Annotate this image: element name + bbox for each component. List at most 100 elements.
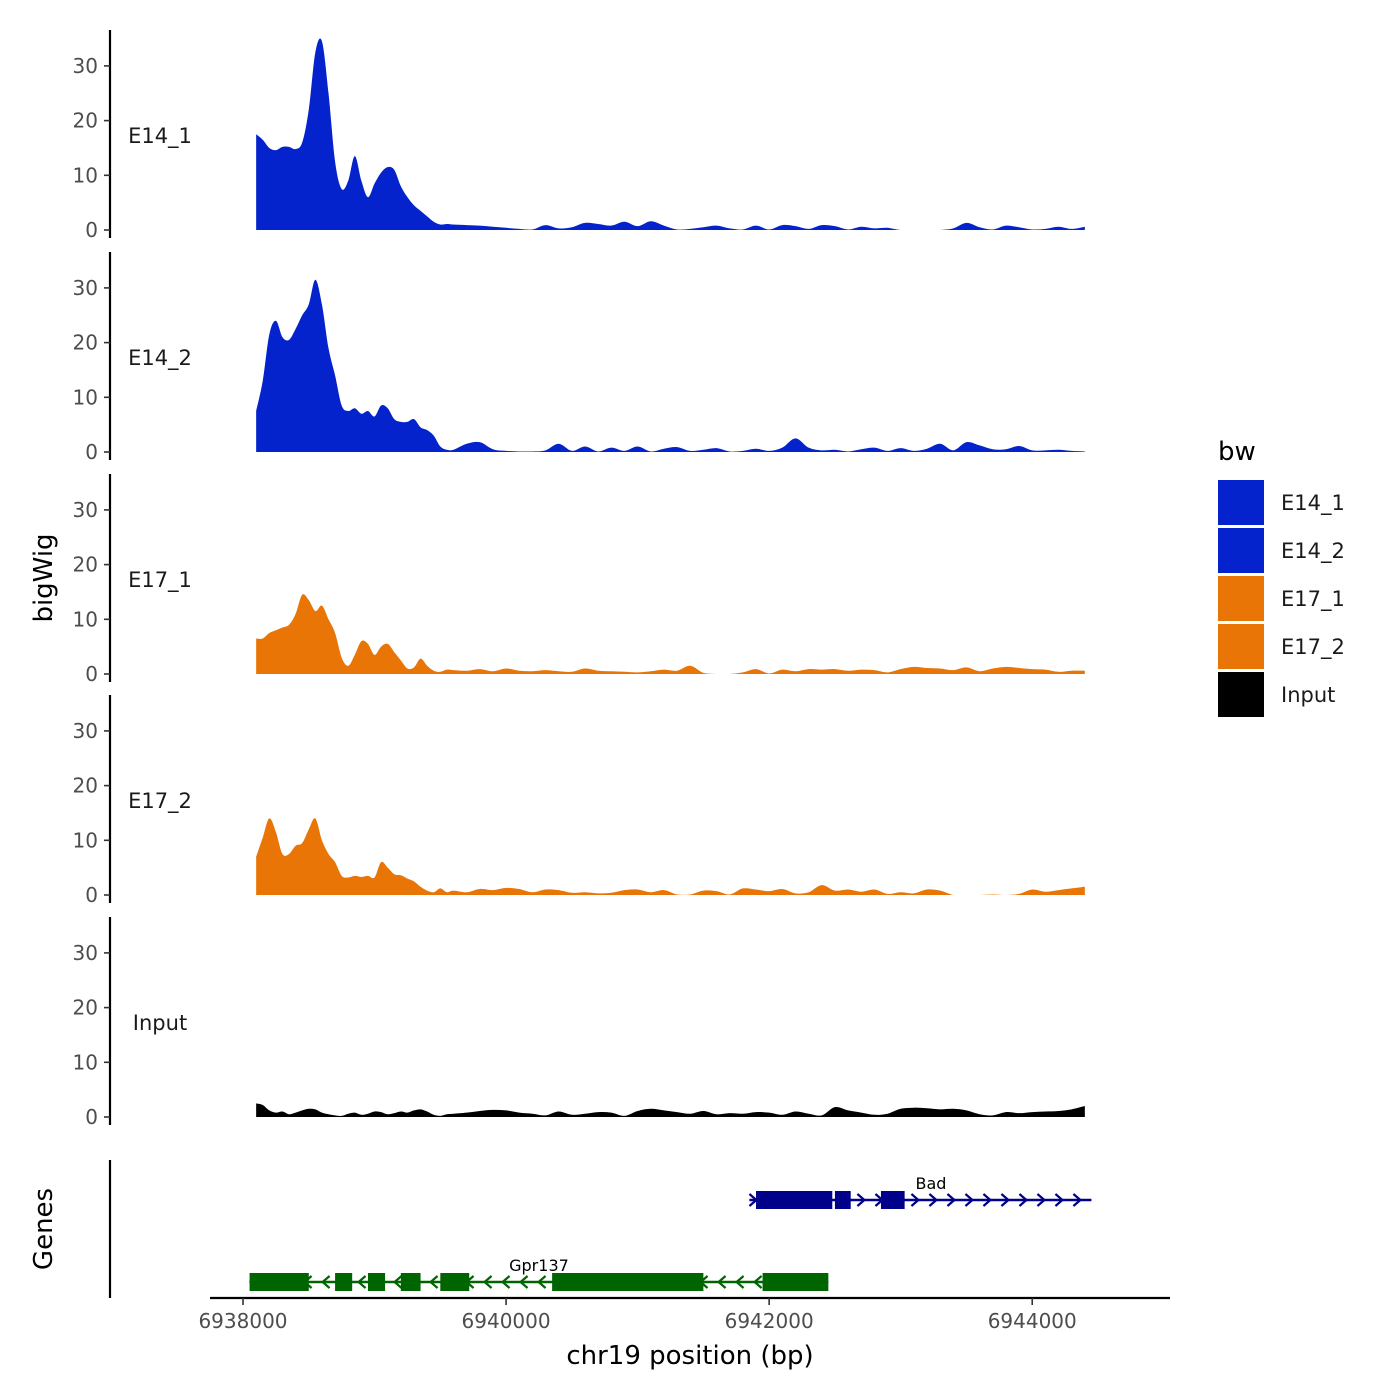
track-label: E14_2 [128,346,192,371]
legend-item: E17_1 [1218,576,1345,621]
y-tick-label: 0 [85,1105,98,1129]
gene-exon [335,1273,353,1291]
signal-area [256,594,1085,674]
strand-arrow [982,1193,993,1207]
y-tick-label: 30 [73,719,98,743]
track-label: E14_1 [128,124,192,149]
track-input: 0 10 20 30 Input [73,917,1085,1129]
y-tick-label: 20 [73,331,98,355]
gene-exon [834,1191,851,1209]
track-label: Input [133,1011,187,1035]
strand-arrow [716,1275,727,1289]
legend-swatch [1218,672,1264,717]
x-tick-label: 6940000 [462,1309,551,1333]
gene-track-title: Genes [29,1188,59,1270]
strand-arrow [946,1193,957,1207]
track-e17-2: 0 10 20 30 E17_2 [73,695,1085,907]
signal-tracks: 0 10 20 30 E14_1 0 10 20 30 E14_2 0 10 20 30 E17_1 0 10 2… [73,30,1085,1129]
y-tick-label: 0 [85,218,98,242]
strand-arrow [734,1275,745,1289]
legend-item: E17_2 [1218,624,1345,669]
y-tick-label: 10 [73,385,98,409]
strand-arrow [910,1193,921,1207]
legend-item: E14_1 [1218,480,1345,525]
legend-label: E14_2 [1281,539,1345,564]
x-tick-label: 6938000 [198,1309,287,1333]
signal-area [256,279,1085,452]
y-tick-label: 10 [73,163,98,187]
y-tick-label: 30 [73,941,98,965]
legend-swatch [1218,576,1264,621]
y-tick-label: 20 [73,996,98,1020]
gene-exon [440,1273,470,1291]
y-tick-label: 30 [73,54,98,78]
strand-arrow [1000,1193,1011,1207]
y-tick-label: 10 [73,828,98,852]
strand-arrow [1018,1193,1029,1207]
track-label: E17_1 [128,568,192,593]
legend-swatch [1218,480,1264,525]
y-axis-title-group: bigWig [29,533,59,622]
strand-arrow [500,1275,511,1289]
y-tick-label: 10 [73,607,98,631]
legend-item: Input [1218,672,1335,717]
y-tick-label: 30 [73,498,98,522]
track-e14-1: 0 10 20 30 E14_1 [73,30,1085,242]
y-tick-label: 0 [85,662,98,686]
x-axis-title: chr19 position (bp) [566,1341,813,1371]
strand-arrow [1036,1193,1047,1207]
legend-swatch [1218,528,1264,573]
gene-exon [400,1273,421,1291]
gene-exon [880,1191,905,1209]
y-tick-label: 20 [73,553,98,577]
track-label: E17_2 [128,789,192,814]
signal-area [256,38,1085,230]
strand-arrow [536,1275,547,1289]
y-tick-label: 0 [85,440,98,464]
legend-label: E17_2 [1281,635,1345,660]
strand-arrow [482,1275,493,1289]
y-axis-title: bigWig [29,533,59,622]
gene-name-label: Gpr137 [509,1256,569,1275]
track-e14-2: 0 10 20 30 E14_2 [73,252,1085,464]
x-tick-label: 6944000 [988,1309,1077,1333]
strand-arrow [964,1193,975,1207]
strand-arrow [518,1275,529,1289]
gene-bad: Bad [748,1174,1092,1209]
y-tick-label: 20 [73,109,98,133]
legend: bw E14_1 E14_2 E17_1 E17_2 Input [1218,437,1345,717]
strand-arrow [752,1275,763,1289]
y-tick-label: 20 [73,774,98,798]
legend-title: bw [1218,437,1256,467]
legend-item: E14_2 [1218,528,1345,573]
legend-label: Input [1281,683,1335,707]
gene-exon [249,1273,309,1291]
strand-arrow [1072,1193,1083,1207]
strand-arrow [1054,1193,1065,1207]
gene-exon [762,1273,829,1291]
gene-name-label: Bad [915,1174,946,1193]
legend-label: E17_1 [1281,587,1345,612]
y-tick-label: 30 [73,276,98,300]
y-tick-label: 0 [85,883,98,907]
legend-label: E14_1 [1281,491,1345,516]
track-e17-1: 0 10 20 30 E17_1 [73,474,1085,686]
strand-arrow [356,1275,367,1289]
gene-gpr137: Gpr137 [248,1256,829,1291]
gene-exon [367,1273,386,1291]
gene-track: Genes Bad Gpr137 [29,1160,1092,1298]
strand-arrow [856,1193,867,1207]
strand-arrow [928,1193,939,1207]
signal-area [256,1103,1085,1117]
strand-arrow [320,1275,331,1289]
gene-exon [552,1273,704,1291]
strand-arrow [428,1275,439,1289]
legend-swatch [1218,624,1264,669]
signal-area [256,818,1085,895]
x-tick-label: 6942000 [725,1309,814,1333]
x-axis: 6938000 6940000 6942000 6944000 [198,1296,1170,1333]
strand-arrow [392,1275,403,1289]
gene-exon [756,1191,833,1209]
y-tick-label: 10 [73,1050,98,1074]
